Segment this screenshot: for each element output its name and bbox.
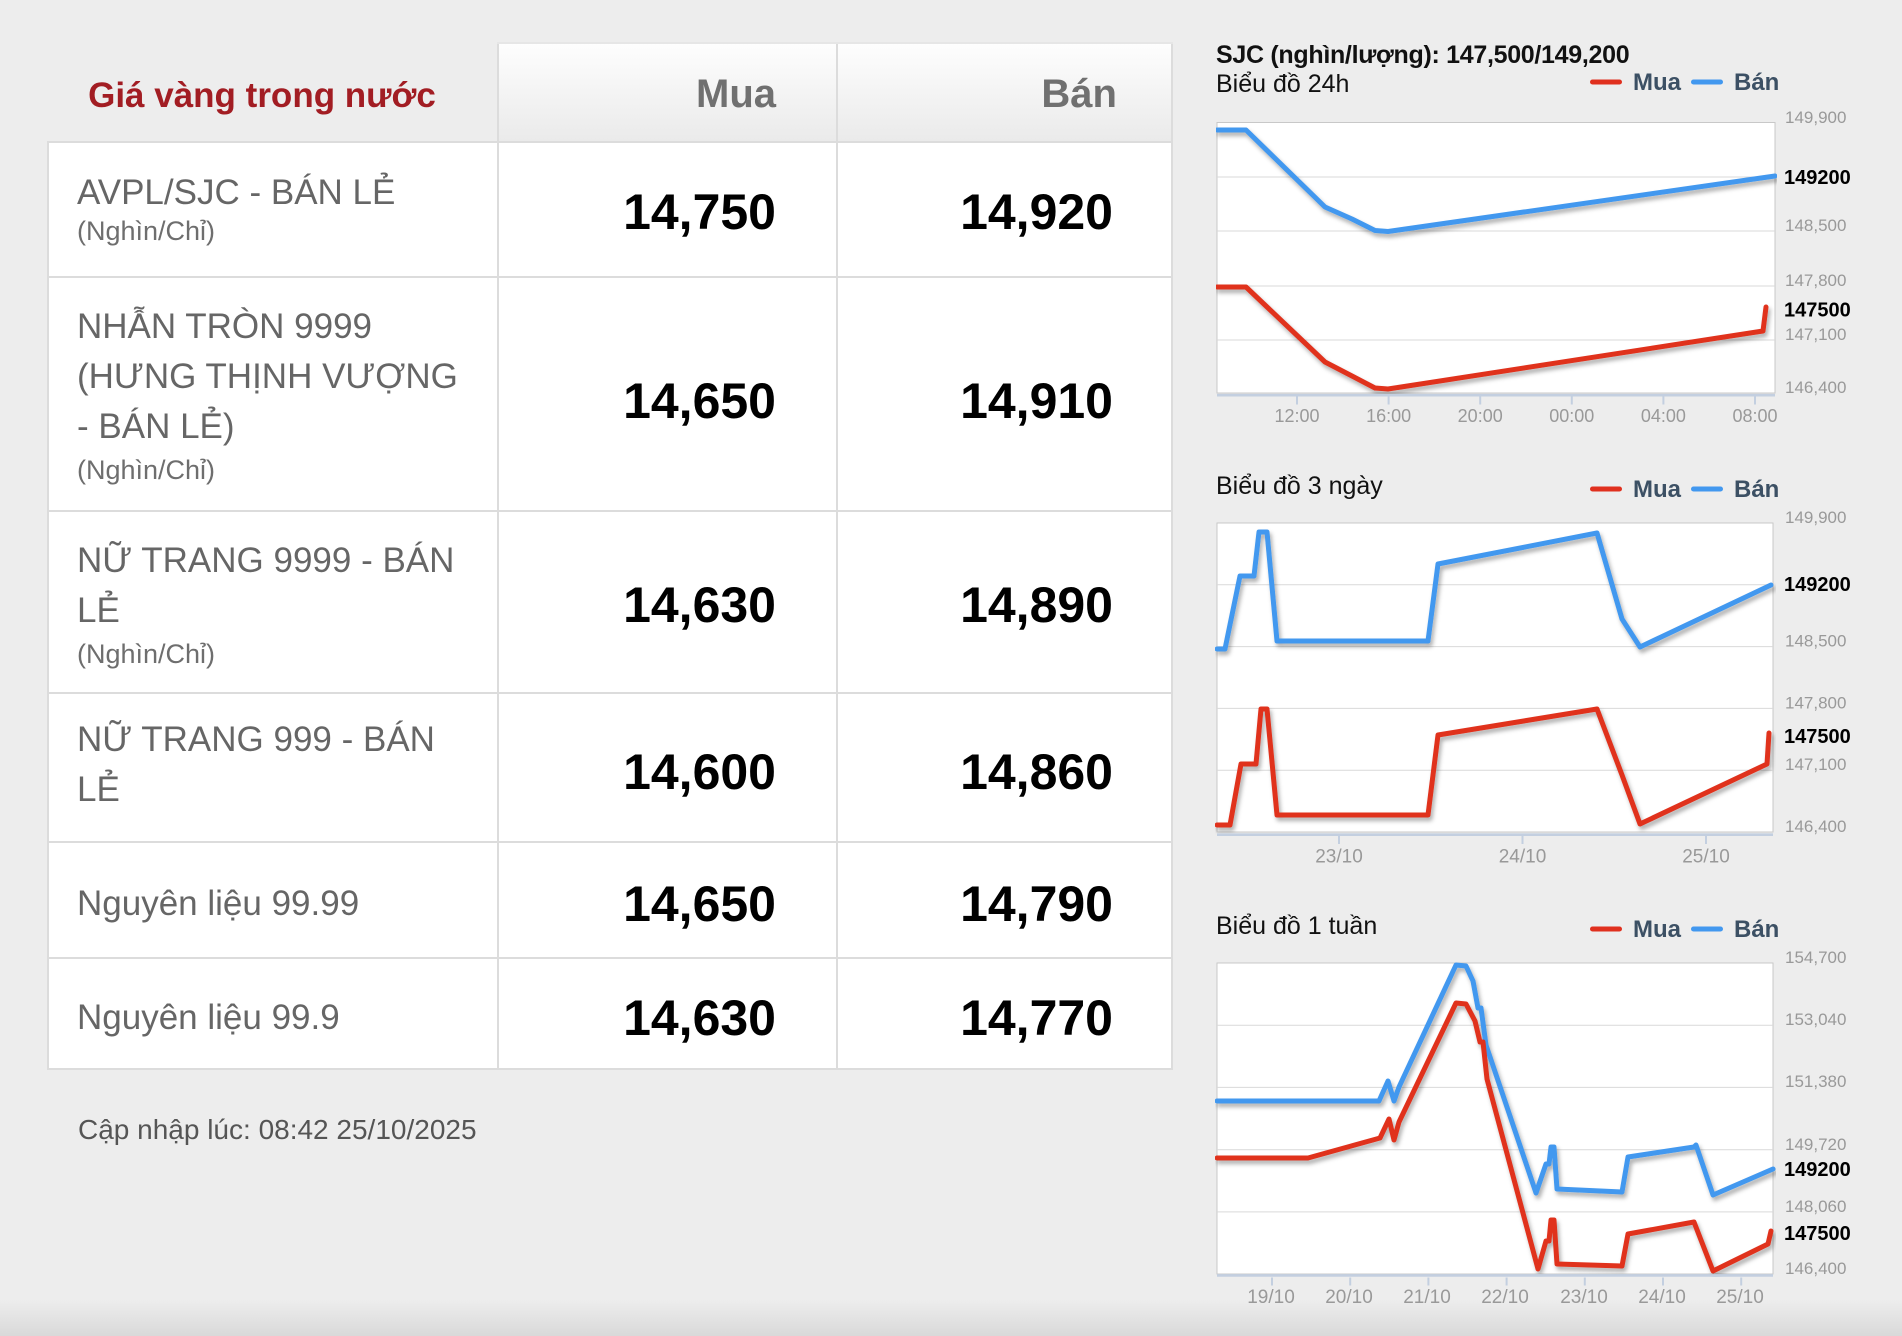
svg-text:147500: 147500 [1784,726,1851,748]
svg-text:147,800: 147,800 [1785,693,1846,712]
svg-text:149,900: 149,900 [1785,508,1846,527]
svg-text:12:00: 12:00 [1274,406,1319,426]
svg-text:149,720: 149,720 [1785,1135,1846,1154]
svg-text:22/10: 22/10 [1481,1287,1529,1308]
svg-text:149200: 149200 [1784,167,1851,189]
svg-text:146,400: 146,400 [1785,1259,1846,1278]
svg-text:149200: 149200 [1784,574,1851,596]
svg-text:149200: 149200 [1784,1159,1851,1181]
svg-text:SJC (nghìn/lượng): 147,500/149: SJC (nghìn/lượng): 147,500/149,200 [1216,41,1629,69]
svg-text:Biểu đồ 24h: Biểu đồ 24h [1216,70,1349,98]
svg-text:147,100: 147,100 [1785,325,1846,344]
svg-text:149,900: 149,900 [1785,108,1846,127]
svg-text:21/10: 21/10 [1403,1287,1451,1308]
svg-text:Mua: Mua [1633,916,1682,943]
svg-text:147,800: 147,800 [1785,271,1846,290]
svg-text:16:00: 16:00 [1366,406,1411,426]
svg-text:147500: 147500 [1784,300,1851,322]
svg-text:Mua: Mua [1633,476,1682,503]
svg-text:Bán: Bán [1734,916,1779,943]
svg-text:25/10: 25/10 [1716,1287,1764,1308]
svg-text:151,380: 151,380 [1785,1072,1846,1091]
svg-text:00:00: 00:00 [1549,406,1594,426]
svg-text:148,500: 148,500 [1785,632,1846,651]
svg-text:20/10: 20/10 [1325,1287,1373,1308]
svg-text:154,700: 154,700 [1785,948,1846,967]
svg-text:24/10: 24/10 [1499,847,1547,868]
svg-text:Mua: Mua [1633,69,1682,96]
svg-text:147,100: 147,100 [1785,755,1846,774]
svg-text:23/10: 23/10 [1315,847,1363,868]
svg-text:Bán: Bán [1734,476,1779,503]
svg-text:19/10: 19/10 [1247,1287,1295,1308]
svg-text:Biểu đồ 1 tuần: Biểu đồ 1 tuần [1216,912,1377,940]
svg-text:25/10: 25/10 [1682,847,1730,868]
svg-text:24/10: 24/10 [1638,1287,1686,1308]
svg-text:148,060: 148,060 [1785,1197,1846,1216]
svg-text:20:00: 20:00 [1458,406,1503,426]
svg-text:153,040: 153,040 [1785,1010,1846,1029]
svg-text:146,400: 146,400 [1785,817,1846,836]
svg-text:147500: 147500 [1784,1223,1851,1245]
svg-text:08:00: 08:00 [1732,406,1777,426]
svg-text:23/10: 23/10 [1560,1287,1608,1308]
svg-text:148,500: 148,500 [1785,216,1846,235]
svg-text:Biểu đồ 3 ngày: Biểu đồ 3 ngày [1216,472,1383,500]
svg-text:04:00: 04:00 [1641,406,1686,426]
svg-text:146,400: 146,400 [1785,378,1846,397]
svg-text:Bán: Bán [1734,69,1779,96]
